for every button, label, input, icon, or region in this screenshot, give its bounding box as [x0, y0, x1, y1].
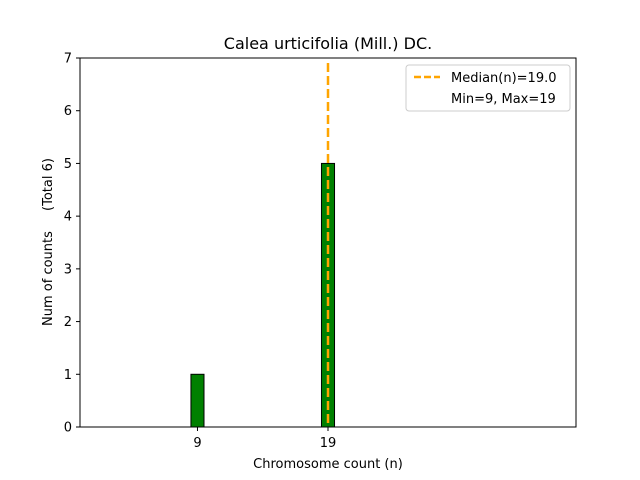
y-axis-label: Num of counts	[41, 231, 56, 326]
y-tick-label-1: 1	[64, 368, 72, 383]
legend-minmax-label: Min=9, Max=19	[451, 92, 556, 107]
y-tick-label-0: 0	[64, 421, 72, 436]
x-axis-label: Chromosome count (n)	[253, 457, 403, 472]
legend: Median(n)=19.0 Min=9, Max=19	[405, 64, 571, 112]
y-tick-label-5: 5	[64, 157, 72, 172]
x-tick-label-19: 19	[320, 436, 337, 451]
y-axis-total-label: (Total 6)	[41, 158, 56, 211]
chart-title: Calea urticifolia (Mill.) DC.	[224, 34, 432, 53]
plot-area	[79, 57, 577, 428]
y-tick-label-6: 6	[64, 104, 72, 119]
y-tick-label-7: 7	[64, 52, 72, 67]
y-axis-label-group: Num of counts (Total 6)	[41, 158, 56, 326]
x-axis-ticks: 9 19	[193, 427, 336, 451]
bar-19	[320, 162, 336, 428]
y-tick-label-4: 4	[64, 210, 72, 225]
bars-group	[190, 162, 336, 428]
y-tick-label-3: 3	[64, 262, 72, 277]
y-axis-ticks: 0 1 2 3 4 5 6 7	[64, 52, 80, 436]
legend-box	[405, 64, 571, 112]
bar-9	[190, 373, 205, 428]
y-tick-label-2: 2	[64, 315, 72, 330]
x-tick-label-9: 9	[193, 436, 201, 451]
legend-median-label: Median(n)=19.0	[451, 71, 557, 86]
